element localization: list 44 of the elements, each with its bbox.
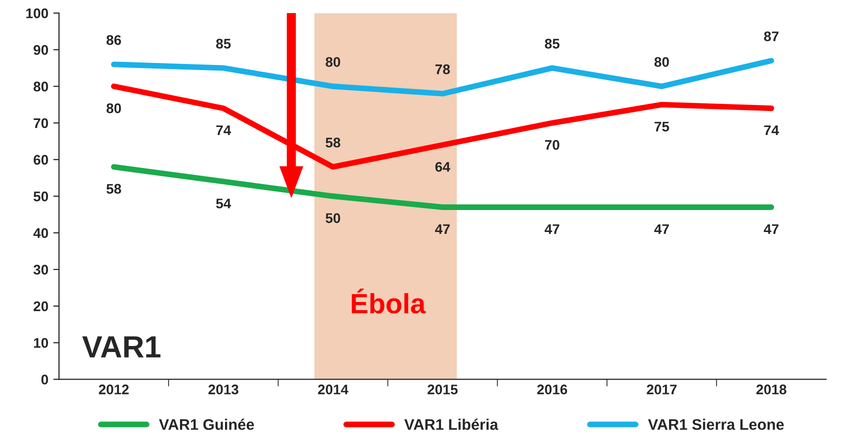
data-label: 86 [106, 35, 122, 45]
x-tick-label: 2012 [98, 384, 129, 394]
data-label: 85 [544, 38, 560, 49]
legend-label: VAR1 Libéria [404, 418, 498, 430]
data-label: 47 [764, 224, 778, 234]
x-tick-label: 2016 [537, 384, 568, 394]
data-label: 80 [654, 57, 669, 67]
data-label: 80 [326, 57, 340, 67]
y-tick-label: 90 [34, 45, 48, 55]
y-tick-label: 10 [34, 338, 48, 348]
data-label: 75 [654, 122, 670, 132]
data-label: 85 [216, 38, 231, 49]
data-label: 58 [326, 138, 340, 148]
annotation: VAR1 [82, 336, 160, 358]
y-tick-label: 50 [34, 192, 48, 202]
band-label: Ébola [352, 288, 426, 314]
y-tick-label: 100 [26, 8, 48, 18]
y-tick-label: 70 [34, 118, 48, 128]
x-tick-label: 2013 [208, 384, 238, 394]
data-label: 50 [326, 213, 340, 224]
data-label: 47 [654, 224, 669, 234]
data-label: 64 [435, 162, 450, 172]
legend-label: VAR1 Guinée [158, 418, 254, 430]
y-tick-label: 60 [34, 154, 48, 165]
data-label: 47 [435, 224, 450, 234]
y-tick-label: 0 [41, 374, 48, 384]
data-label: 70 [545, 140, 560, 150]
data-label: 54 [216, 198, 232, 208]
x-tick-label: 2018 [756, 384, 786, 394]
y-tick-label: 40 [33, 228, 48, 238]
data-label: 78 [435, 64, 450, 74]
x-tick-label: 2017 [646, 384, 677, 394]
y-tick-label: 20 [34, 301, 48, 312]
y-tick-label: 30 [33, 264, 48, 275]
data-label: 74 [216, 125, 232, 136]
data-label: 87 [764, 31, 778, 42]
data-label: 47 [544, 224, 560, 234]
x-tick-label: 2015 [428, 384, 458, 394]
x-tick-label: 2014 [318, 384, 348, 394]
legend-label: VAR1 Sierra Leone [648, 418, 784, 430]
data-label: 74 [764, 125, 779, 136]
data-label: 58 [106, 184, 122, 194]
y-tick-label: 80 [34, 82, 48, 92]
data-label: 80 [106, 103, 121, 114]
